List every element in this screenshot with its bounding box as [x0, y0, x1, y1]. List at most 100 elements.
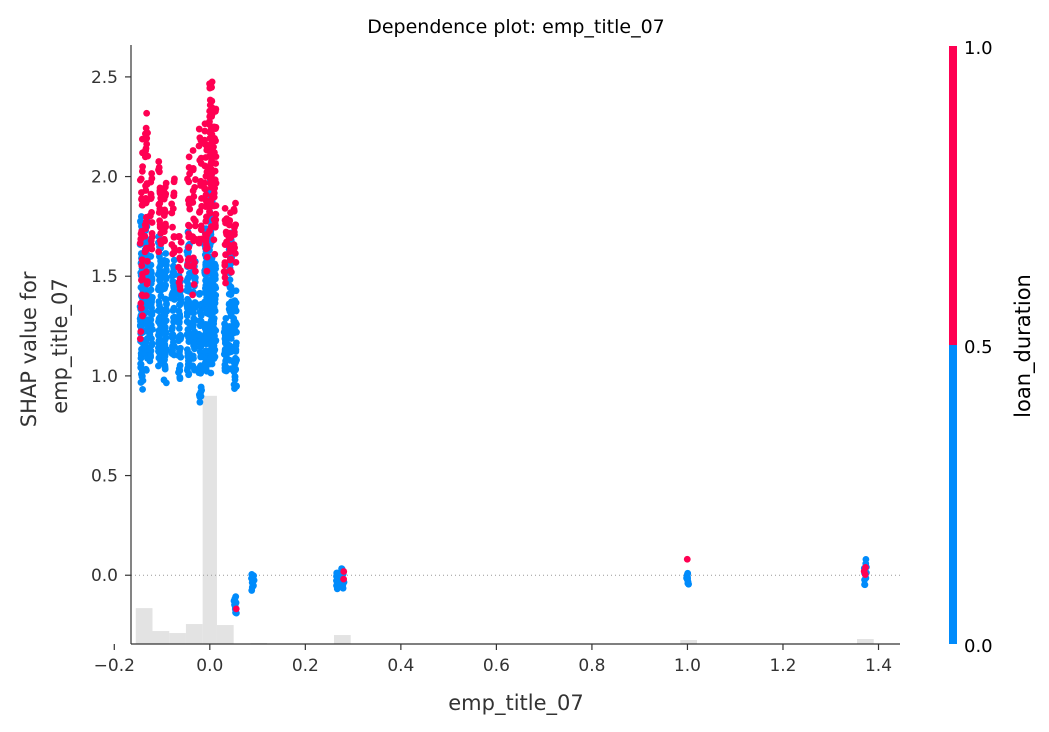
- data-point: [197, 332, 204, 340]
- data-point: [185, 244, 193, 251]
- data-point: [190, 254, 197, 262]
- data-point: [155, 248, 163, 256]
- data-point: [248, 571, 256, 578]
- data-point: [176, 254, 184, 262]
- data-point: [203, 241, 210, 249]
- data-point: [184, 256, 192, 264]
- data-point: [189, 199, 197, 206]
- data-point: [160, 341, 168, 349]
- data-point: [162, 190, 170, 198]
- colorbar-tick-mid: 0.5: [964, 337, 993, 358]
- data-point: [210, 236, 218, 244]
- data-point: [202, 191, 210, 199]
- data-point: [211, 250, 219, 258]
- y-tick-label: 2.5: [91, 68, 118, 88]
- data-point: [231, 305, 239, 313]
- data-point: [138, 256, 146, 264]
- histogram-bar: [333, 635, 351, 644]
- data-point: [171, 175, 178, 183]
- data-point: [162, 267, 170, 275]
- histogram-bar: [185, 624, 203, 644]
- data-point: [208, 97, 216, 105]
- data-point: [176, 348, 183, 356]
- data-point: [139, 312, 146, 319]
- x-tick-label: 0.6: [483, 656, 510, 676]
- data-point: [210, 125, 218, 132]
- data-point: [148, 219, 156, 226]
- data-point: [142, 292, 150, 300]
- data-point: [168, 200, 176, 208]
- data-point: [196, 290, 203, 298]
- data-point: [137, 360, 145, 368]
- data-point: [184, 326, 192, 333]
- colorbar-title: loan_duration: [1011, 274, 1036, 418]
- data-point: [195, 235, 203, 243]
- data-point: [155, 327, 163, 335]
- data-point: [196, 208, 203, 216]
- data-point: [141, 130, 149, 138]
- data-point: [161, 206, 169, 214]
- data-point: [227, 268, 235, 276]
- x-tick-label: 0.0: [196, 656, 223, 676]
- data-point: [142, 124, 150, 132]
- data-point: [137, 175, 145, 183]
- data-point: [206, 164, 214, 172]
- data-point: [212, 202, 220, 210]
- x-tick-label: 0.4: [387, 656, 414, 676]
- data-point: [170, 192, 178, 200]
- data-point: [141, 232, 149, 240]
- data-point: [210, 268, 218, 276]
- data-point: [163, 301, 170, 308]
- data-point: [162, 305, 170, 313]
- data-point: [148, 170, 156, 177]
- data-point: [203, 253, 211, 261]
- data-point: [143, 257, 151, 265]
- data-point: [183, 277, 191, 285]
- data-point: [189, 291, 197, 299]
- data-point: [230, 315, 238, 322]
- data-point: [146, 301, 154, 309]
- data-point: [175, 334, 183, 342]
- plot-area: [131, 78, 900, 644]
- data-point: [203, 267, 211, 275]
- data-point: [232, 354, 239, 362]
- data-point: [211, 326, 219, 334]
- data-point: [177, 238, 185, 246]
- data-point: [211, 176, 219, 184]
- data-point: [212, 284, 220, 292]
- data-point: [163, 257, 170, 265]
- data-point: [162, 273, 170, 281]
- data-point: [149, 325, 156, 333]
- data-point: [185, 178, 193, 186]
- data-point: [230, 205, 238, 213]
- data-point: [231, 376, 239, 383]
- y-axis-title-line-1: SHAP value for: [17, 271, 41, 427]
- data-point: [147, 286, 155, 294]
- data-point: [225, 323, 233, 331]
- data-point: [206, 80, 213, 88]
- data-point: [232, 605, 240, 613]
- colorbar-tick-max: 1.0: [964, 38, 993, 59]
- data-point: [185, 153, 193, 161]
- data-point: [212, 210, 220, 218]
- data-point: [206, 118, 213, 126]
- data-point: [231, 299, 239, 306]
- data-point: [138, 370, 145, 378]
- x-axis-title: emp_title_07: [448, 691, 584, 716]
- y-tick-label: 2.0: [91, 168, 118, 188]
- data-point: [207, 369, 215, 377]
- data-point: [162, 281, 169, 289]
- data-point: [189, 262, 197, 270]
- data-point: [210, 317, 218, 325]
- data-point: [189, 165, 197, 172]
- data-point: [156, 199, 164, 207]
- y-tick-label: 0.5: [91, 467, 118, 487]
- y-tick-label: 0.0: [91, 566, 118, 586]
- data-point: [176, 275, 184, 283]
- x-tick-label: 1.0: [674, 656, 701, 676]
- histogram: [135, 395, 874, 644]
- x-tick-label: 1.4: [865, 656, 892, 676]
- data-point: [170, 338, 177, 346]
- data-point: [189, 323, 197, 331]
